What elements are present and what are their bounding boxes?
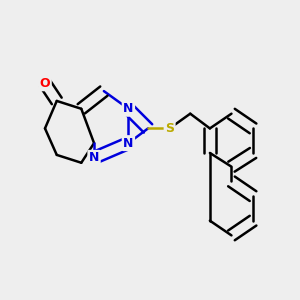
Text: N: N xyxy=(123,136,134,150)
Text: O: O xyxy=(40,77,50,90)
Text: N: N xyxy=(89,152,99,164)
Text: S: S xyxy=(165,122,174,135)
Text: N: N xyxy=(123,102,134,115)
